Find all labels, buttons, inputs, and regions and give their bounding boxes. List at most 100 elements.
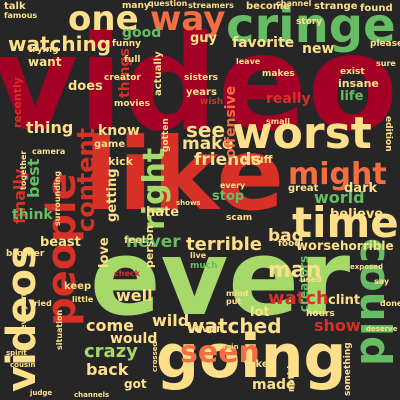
- word-deserve: deserve: [366, 325, 398, 333]
- word-favorite: favorite: [232, 35, 295, 51]
- word-funny: funny: [112, 39, 142, 49]
- word-watched: watched: [186, 314, 282, 338]
- word-movies: movies: [114, 99, 150, 109]
- word-leave: leave: [236, 57, 261, 66]
- word-done: done: [380, 299, 400, 308]
- word-something: something: [343, 342, 353, 396]
- word-watch: watch: [268, 288, 329, 309]
- word-crazy: crazy: [84, 341, 138, 362]
- word-makes: makes: [262, 69, 295, 79]
- word-question: question: [148, 0, 188, 8]
- word-hours: hours: [306, 309, 335, 319]
- word-channel: channel: [276, 0, 312, 8]
- word-camera: camera: [32, 147, 66, 156]
- word-spirit: spirit: [6, 349, 27, 357]
- word-made: made: [252, 377, 296, 393]
- word-surrounding: surrounding: [53, 170, 62, 226]
- word-much: much: [190, 261, 218, 271]
- word-getting: getting: [105, 168, 120, 222]
- word-exist: exist: [340, 67, 365, 77]
- word-cousin: cousin: [10, 361, 36, 369]
- word-judge: judge: [30, 389, 53, 397]
- word-brother: brother: [6, 249, 45, 259]
- word-check: check: [114, 269, 140, 278]
- word-good: good: [122, 25, 162, 41]
- word-everyone: everyone: [19, 288, 28, 330]
- word-new: new: [302, 41, 335, 57]
- word-see: see: [186, 118, 226, 142]
- word-guy: guy: [190, 31, 218, 46]
- word-gotten: gotten: [161, 118, 171, 152]
- word-believe: believe: [330, 207, 384, 222]
- word-channels: channels: [74, 391, 110, 399]
- word-person: person: [143, 225, 156, 268]
- word-wish: wish: [200, 97, 224, 107]
- word-bad: bad: [268, 226, 304, 246]
- word-full: full: [124, 55, 141, 65]
- word-man: man: [268, 258, 322, 283]
- word-way: way: [150, 0, 226, 39]
- word-brain: brain: [218, 343, 239, 351]
- word-scam: scam: [226, 213, 253, 223]
- word-stuff: stuff: [244, 153, 273, 166]
- word-would: would: [110, 331, 158, 347]
- word-even: even: [194, 322, 224, 335]
- word-want: want: [28, 55, 62, 69]
- word-think: think: [12, 207, 53, 223]
- word-back: back: [86, 360, 129, 379]
- word-story: story: [296, 17, 323, 27]
- word-found: found: [360, 3, 393, 14]
- word-actually: actually: [153, 51, 164, 96]
- word-insane: insane: [338, 77, 379, 90]
- word-might: might: [288, 157, 387, 192]
- word-stop: stop: [212, 189, 245, 204]
- word-mind: mind: [226, 289, 249, 298]
- word-talk: talk: [4, 1, 26, 12]
- word-beast: beast: [40, 235, 81, 250]
- word-life: life: [340, 89, 364, 104]
- word-love: love: [97, 237, 112, 268]
- word-great: great: [288, 183, 319, 194]
- word-say: say: [374, 277, 390, 286]
- word-strange: strange: [314, 1, 358, 12]
- word-hate: hate: [146, 205, 180, 220]
- word-world: world: [314, 188, 365, 207]
- word-recently: recently: [11, 77, 24, 128]
- word-ever: ever: [90, 217, 351, 339]
- word-know: know: [98, 123, 140, 139]
- word-take: take: [244, 359, 269, 370]
- word-sure: sure: [376, 59, 396, 68]
- word-never: never: [126, 232, 181, 252]
- word-sisters: sisters: [184, 73, 219, 83]
- word-worse: worse: [296, 239, 340, 254]
- word-situation: situation: [55, 309, 64, 350]
- word-keep: keep: [64, 281, 92, 292]
- word-friends: friends: [194, 150, 262, 170]
- word-like: like: [84, 116, 285, 233]
- word-wild: wild: [152, 311, 190, 330]
- word-video: video: [0, 7, 398, 161]
- word-please: please: [370, 39, 400, 49]
- word-seen: seen: [180, 335, 260, 370]
- word-time: time: [292, 198, 399, 247]
- word-thing: thing: [26, 118, 74, 137]
- word-terrible: terrible: [186, 234, 262, 255]
- word-little: little: [72, 295, 94, 304]
- word-tried: tried: [30, 299, 52, 308]
- word-watching: watching: [8, 32, 112, 56]
- word-game: game: [94, 139, 126, 150]
- word-famous: famous: [4, 11, 38, 20]
- word-together: together: [19, 150, 28, 190]
- word-put: put: [226, 297, 242, 306]
- word-creator: creator: [104, 73, 141, 83]
- word-small: small: [266, 117, 290, 126]
- word-clint: clint: [328, 293, 361, 308]
- word-streamers: streamers: [188, 1, 234, 10]
- word-feel: feel: [124, 235, 146, 246]
- word-really: really: [266, 91, 311, 107]
- word-crossed: crossed: [151, 341, 159, 372]
- word-got: got: [124, 377, 147, 391]
- word-cringe: cringe: [226, 0, 396, 54]
- word-exposed: exposed: [350, 263, 384, 271]
- word-come: come: [86, 316, 134, 335]
